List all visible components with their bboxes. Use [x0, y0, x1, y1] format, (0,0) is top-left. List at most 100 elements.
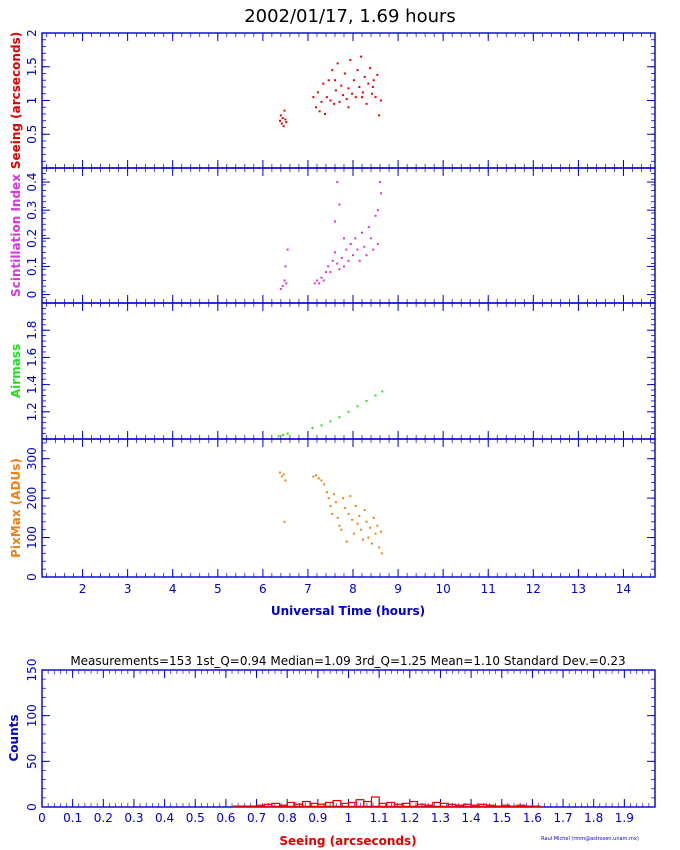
scintillation-point	[327, 265, 330, 268]
seeing-point	[363, 75, 366, 78]
hist-xtick-label: 1.1	[370, 811, 389, 825]
seeing-point	[356, 69, 359, 72]
scintillation-point	[347, 259, 350, 262]
hist-xtick-label: 0.8	[278, 811, 297, 825]
scintillation-point	[379, 181, 382, 184]
pixmax-point	[354, 505, 357, 508]
seeing-point	[367, 82, 370, 85]
scintillation-point	[336, 181, 339, 184]
seeing-point	[333, 102, 336, 105]
scintillation-point	[286, 248, 289, 251]
scintillation-point	[376, 242, 379, 245]
seeing-point	[278, 119, 281, 122]
histogram-frame	[41, 669, 656, 808]
seeing-point	[365, 102, 368, 105]
scintillation-point	[333, 251, 336, 254]
time-xtick-label: 14	[616, 582, 631, 596]
seeing-point	[342, 94, 345, 97]
hist-xtick-label: 0.1	[63, 811, 82, 825]
histogram-x-axis-title: Seeing (arcseconds)	[279, 834, 416, 848]
seeing-point	[343, 72, 346, 75]
seeing-point	[281, 117, 284, 120]
hist-xtick-label: 0.6	[216, 811, 235, 825]
seeing-point	[329, 99, 332, 102]
pixmax-point	[358, 514, 361, 517]
airmass-point	[338, 416, 341, 419]
pixmax-point	[327, 497, 330, 500]
scintillation-point	[324, 271, 327, 274]
pixmax-point	[347, 512, 350, 515]
pixmax-point	[376, 524, 379, 527]
pixmax-point	[338, 524, 341, 527]
hist-ytick-label: 0	[25, 803, 39, 811]
airmass-point	[329, 420, 332, 423]
hist-xtick-label: 1.4	[462, 811, 481, 825]
time-xtick-label: 8	[349, 582, 357, 596]
histogram-y-axis-title: Counts	[7, 714, 21, 761]
scintillation-point	[342, 237, 345, 240]
pixmax-point	[369, 526, 372, 529]
airmass-point	[365, 399, 368, 402]
pixmax-point	[367, 536, 370, 539]
pixmax-point	[278, 471, 281, 474]
hist-xtick-label: 0	[38, 811, 46, 825]
airmass-ytick-label: 1.8	[25, 321, 39, 340]
seeing-point	[345, 98, 348, 101]
seeing-point	[361, 91, 364, 94]
hist-xtick-label: 0.9	[308, 811, 327, 825]
scintillation-point	[313, 282, 316, 285]
pixmax-point	[351, 518, 354, 521]
scintillation-ytick-label: 0.4	[25, 173, 39, 192]
seeing-point	[324, 113, 327, 115]
pixmax-point	[361, 538, 364, 541]
scintillation-point	[342, 265, 345, 268]
time-xtick-label: 6	[259, 582, 267, 596]
hist-xtick-label: 1	[345, 811, 353, 825]
scintillation-point	[354, 237, 357, 240]
airmass-ytick-label: 1.6	[25, 348, 39, 367]
scintillation-point	[281, 285, 284, 288]
seeing-point	[279, 114, 282, 117]
seeing-ytick-label: 1	[25, 97, 39, 105]
scintillation-point	[284, 265, 287, 268]
seeing-point	[347, 87, 350, 90]
seeing-point	[331, 69, 334, 72]
time-axis-title: Universal Time (hours)	[271, 604, 425, 618]
seeing-point	[320, 100, 323, 103]
seeing-point	[282, 125, 285, 128]
scintillation-point	[338, 268, 341, 271]
hist-xtick-label: 1.2	[400, 811, 419, 825]
airmass-point	[286, 432, 289, 435]
time-xtick-label: 2	[79, 582, 87, 596]
scintillation-point	[340, 257, 343, 259]
hist-ytick-label: 50	[25, 754, 39, 769]
scintillation-ytick-label: 0.2	[25, 229, 39, 248]
pixmax-point	[379, 530, 382, 533]
seeing-point	[334, 89, 337, 92]
pixmax-point	[343, 507, 346, 509]
pixmax-point	[312, 475, 315, 478]
seeing-ytick-label: 0.5	[25, 125, 39, 144]
pixmax-point	[352, 532, 355, 535]
scintillation-point	[367, 226, 370, 229]
seeing-ytick-label: 1.5	[25, 57, 39, 76]
seeing-point	[283, 109, 286, 112]
hist-xtick-label: 0.3	[124, 811, 143, 825]
pixmax-point	[378, 546, 381, 549]
chart-title: 2002/01/17, 1.69 hours	[244, 6, 456, 27]
seeing-point	[352, 79, 355, 82]
scintillation-point	[345, 248, 348, 251]
pixmax-point	[370, 542, 373, 545]
pixmax-ytick-label: 0	[25, 573, 39, 581]
seeing-point	[316, 91, 319, 94]
hist-ytick-label: 100	[25, 704, 39, 727]
airmass-axis-title: Airmass	[9, 344, 23, 398]
hist-xtick-label: 0.4	[155, 811, 174, 825]
scintillation-point	[322, 279, 325, 282]
seeing-ytick-label: 2	[25, 29, 39, 37]
seeing-point	[361, 96, 364, 99]
pixmax-point	[342, 497, 345, 500]
seeing-point	[379, 99, 382, 102]
hist-xtick-label: 1.6	[523, 811, 542, 825]
seeing-point	[315, 106, 318, 109]
